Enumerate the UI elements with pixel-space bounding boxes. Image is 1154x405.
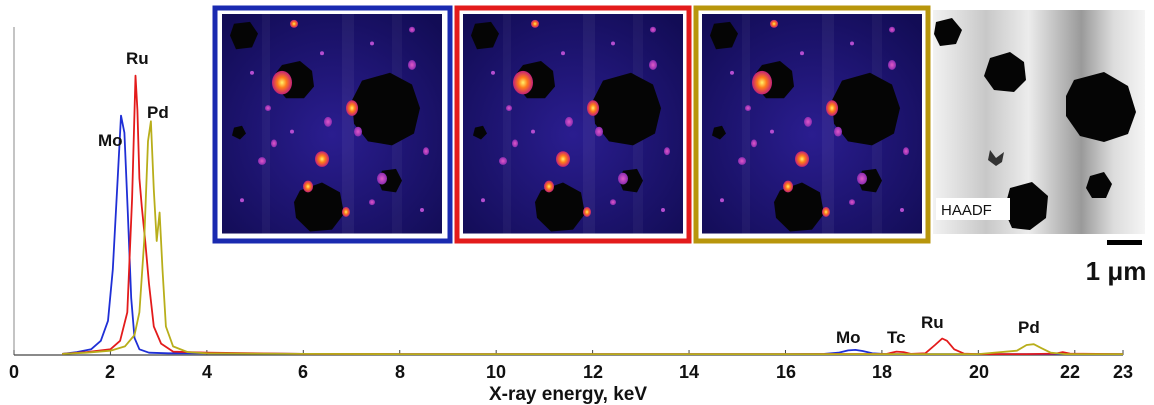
scale-bar-label: 1 μm xyxy=(1086,256,1147,286)
x-tick-label: 23 xyxy=(1113,362,1133,382)
x-tick-label: 18 xyxy=(872,362,892,382)
peak-label-pd-k: Pd xyxy=(1018,318,1040,337)
haadf-image: HAADF xyxy=(933,10,1145,234)
elemental-map-mo xyxy=(212,5,453,244)
haadf-label: HAADF xyxy=(941,202,992,219)
peak-label-ru-k: Ru xyxy=(921,313,944,332)
plot-axes: 0 2 4 6 8 10 12 14 16 18 20 22 23 X-ray … xyxy=(9,27,1133,405)
peak-labels: Mo Ru Pd Mo Tc Ru Pd xyxy=(98,49,1040,347)
x-tick-label: 0 xyxy=(9,362,19,382)
peak-label-tc-k: Tc xyxy=(887,328,906,347)
spectrum-series-2 xyxy=(62,120,1123,356)
x-tick-label: 14 xyxy=(679,362,699,382)
elemental-map-pd xyxy=(693,5,931,244)
x-tick-label: 8 xyxy=(395,362,405,382)
x-tick-label: 10 xyxy=(486,362,506,382)
elemental-map-ru xyxy=(454,5,692,244)
x-tick-label: 4 xyxy=(202,362,212,382)
x-tick-label: 12 xyxy=(583,362,603,382)
peak-label-mo-k: Mo xyxy=(836,328,861,347)
peak-label-pd-l: Pd xyxy=(147,103,169,122)
x-tick-label: 20 xyxy=(969,362,989,382)
x-tick-label: 16 xyxy=(776,362,796,382)
x-tick-labels: 0 2 4 6 8 10 12 14 16 18 20 22 23 xyxy=(9,362,1133,382)
peak-label-ru-l: Ru xyxy=(126,49,149,68)
x-tick-label: 6 xyxy=(298,362,308,382)
peak-label-mo-l: Mo xyxy=(98,131,123,150)
x-tick-label: 22 xyxy=(1060,362,1080,382)
scale-bar: 1 μm xyxy=(1086,240,1147,286)
x-tick-label: 2 xyxy=(105,362,115,382)
spectrum-series xyxy=(62,74,1124,356)
x-axis-title: X-ray energy, keV xyxy=(489,384,647,405)
